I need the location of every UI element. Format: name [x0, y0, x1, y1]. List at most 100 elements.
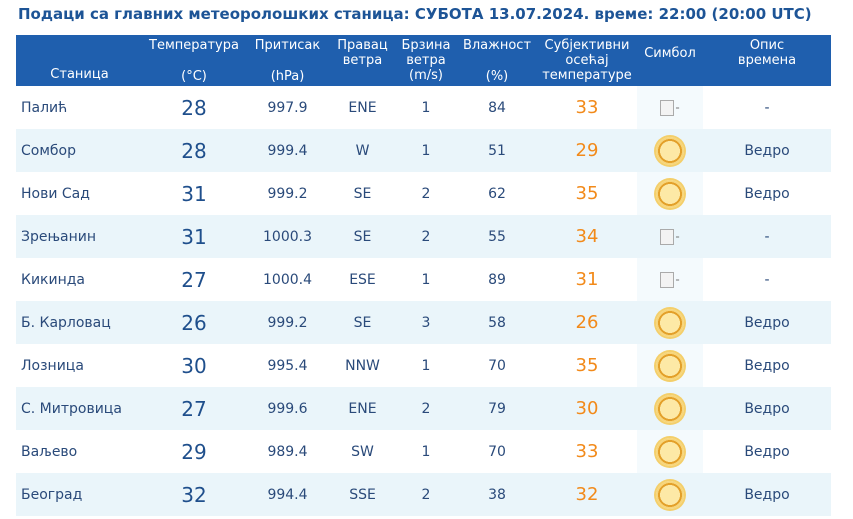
table-row: С. Митровица 27 999.6 ENE 2 79 30 Ведро [16, 387, 831, 430]
table-row: Кикинда 27 1000.4 ESE 1 89 31 - - [16, 258, 831, 301]
weather-description: Ведро [703, 387, 831, 430]
humidity-value: 62 [488, 185, 506, 202]
pressure-value: 999.6 [245, 387, 330, 430]
weather-symbol [637, 172, 703, 215]
station-name: Лозница [21, 357, 84, 374]
weather-symbol: - [637, 258, 703, 301]
wind-direction-value: SE [353, 185, 372, 202]
feels-like-value: 30 [537, 387, 637, 430]
col-wind-direction: Правац ветра [330, 35, 395, 86]
station-name: Нови Сад [21, 185, 90, 202]
feels-like-value: 31 [575, 269, 599, 290]
pressure-value: 999.4 [245, 129, 330, 172]
table-row: Београд 32 994.4 SSE 2 38 32 Ведро [16, 473, 831, 516]
station-name: С. Митровица [16, 387, 143, 430]
temperature-value: 27 [143, 387, 245, 430]
wind-direction-value: SE [330, 301, 395, 344]
col-wind-speed: Брзина ветра (m/s) [395, 35, 457, 86]
col-station: Станица [16, 35, 143, 86]
pressure-value: 999.2 [245, 301, 330, 344]
col-feels-like: Субјективни осећај температуре [537, 35, 637, 86]
temperature-value: 28 [181, 95, 207, 120]
col-humidity-label: Влажност [462, 37, 532, 53]
humidity-value: 55 [457, 215, 537, 258]
feels-like-value: 29 [537, 129, 637, 172]
table-row: Сомбор 28 999.4 W 1 51 29 Ведро [16, 129, 831, 172]
wind-direction-value: SW [351, 443, 374, 460]
col-pressure-label: Притисак [254, 37, 321, 53]
broken-image-icon: - [660, 271, 680, 288]
weather-table: Станица Температура (°C) Притисак (hPa) … [16, 35, 831, 516]
table-row: Нови Сад 31 999.2 SE 2 62 35 Ведро [16, 172, 831, 215]
pressure-value: 989.4 [267, 443, 308, 460]
wind-speed-value: 3 [395, 301, 457, 344]
col-symbol-label: Симбол [644, 45, 696, 61]
humidity-value: 58 [457, 301, 537, 344]
pressure-value: 1000.4 [263, 271, 312, 288]
station-name: Палић [21, 99, 68, 116]
humidity-value: 38 [457, 473, 537, 516]
wind-speed-value: 1 [395, 129, 457, 172]
col-temperature-unit: (°C) [181, 68, 207, 84]
feels-like-value: 32 [537, 473, 637, 516]
temperature-value: 26 [143, 301, 245, 344]
weather-symbol [637, 430, 703, 473]
col-feels-like-label3: температуре [542, 67, 632, 83]
wind-speed-value: 2 [395, 387, 457, 430]
col-temperature-label: Температура [149, 37, 239, 53]
col-pressure-unit: (hPa) [270, 68, 305, 84]
col-pressure: Притисак (hPa) [245, 35, 330, 86]
table-row: Б. Карловац 26 999.2 SE 3 58 26 Ведро [16, 301, 831, 344]
sun-icon [656, 308, 684, 337]
table-row: Лозница 30 995.4 NNW 1 70 35 Ведро [16, 344, 831, 387]
wind-direction-value: SE [330, 215, 395, 258]
col-humidity: Влажност (%) [457, 35, 537, 86]
symbol-alt-text: - [675, 229, 680, 243]
pressure-value: 997.9 [267, 99, 308, 116]
wind-direction-value: SSE [330, 473, 395, 516]
broken-image-icon: - [660, 228, 680, 245]
col-wind-direction-label: Правац [337, 37, 388, 53]
wind-speed-value: 1 [421, 99, 431, 116]
station-name: Зрењанин [16, 215, 143, 258]
weather-description: Ведро [744, 443, 790, 460]
sun-icon [656, 437, 684, 466]
wind-direction-value: W [330, 129, 395, 172]
sun-icon [656, 394, 684, 423]
pressure-value: 994.4 [245, 473, 330, 516]
feels-like-value: 34 [537, 215, 637, 258]
feels-like-value: 33 [575, 441, 599, 462]
table-header-row: Станица Температура (°C) Притисак (hPa) … [16, 35, 831, 86]
weather-description: - [703, 215, 831, 258]
weather-symbol [637, 344, 703, 387]
weather-description: Ведро [744, 185, 790, 202]
symbol-alt-text: - [675, 100, 680, 114]
col-temperature: Температура (°C) [143, 35, 245, 86]
wind-speed-value: 1 [421, 357, 431, 374]
col-wind-speed-label: Брзина [401, 37, 451, 53]
humidity-value: 84 [488, 99, 506, 116]
col-description: Опис времена [703, 35, 831, 86]
weather-description: Ведро [703, 473, 831, 516]
weather-symbol [637, 129, 703, 172]
col-wind-speed-unit: (m/s) [409, 67, 443, 83]
col-station-label: Станица [50, 66, 109, 82]
sun-icon [656, 136, 684, 165]
station-name: Ваљево [21, 443, 78, 460]
weather-description: Ведро [744, 357, 790, 374]
feels-like-value: 35 [575, 355, 599, 376]
weather-description: - [764, 99, 770, 116]
col-wind-speed-label2: ветра [406, 52, 446, 68]
table-row: Зрењанин 31 1000.3 SE 2 55 34 - - [16, 215, 831, 258]
sun-icon [656, 480, 684, 509]
col-feels-like-label: Субјективни [544, 37, 630, 53]
col-humidity-unit: (%) [485, 68, 509, 84]
col-wind-direction-label2: ветра [342, 52, 383, 68]
weather-description: - [764, 271, 770, 288]
temperature-value: 30 [181, 353, 207, 378]
pressure-value: 995.4 [267, 357, 308, 374]
sun-icon [656, 351, 684, 380]
feels-like-value: 35 [575, 183, 599, 204]
wind-speed-value: 2 [395, 473, 457, 516]
station-name: Београд [16, 473, 143, 516]
